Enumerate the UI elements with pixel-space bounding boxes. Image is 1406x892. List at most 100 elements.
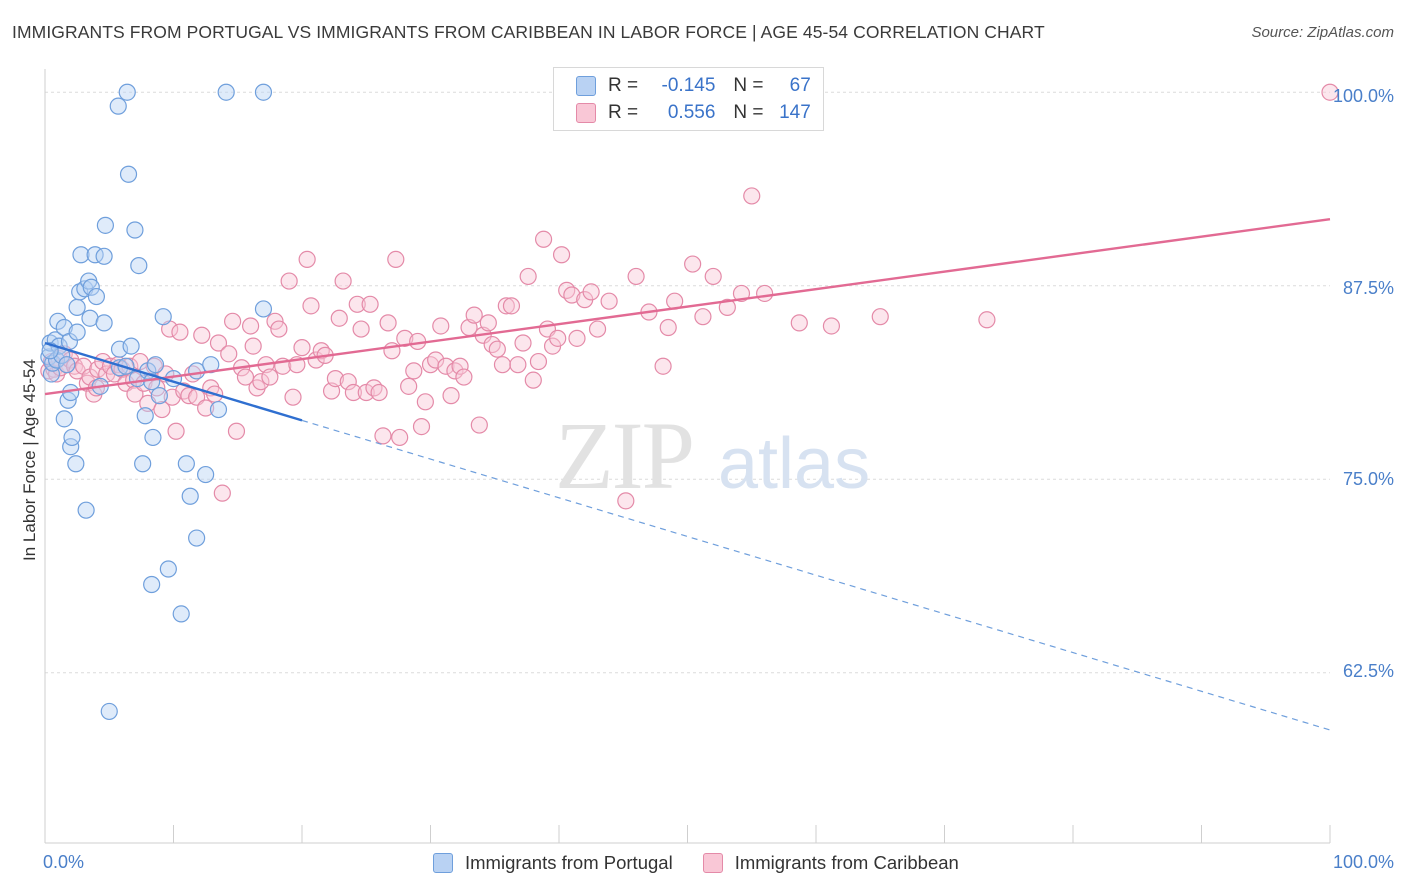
portugal-point — [118, 83, 136, 101]
r-label: R = — [608, 102, 639, 123]
caribbean-point — [978, 311, 996, 329]
caribbean-point — [654, 357, 672, 375]
caribbean-point — [252, 373, 270, 391]
caribbean-point — [416, 393, 434, 411]
caribbean-point — [326, 370, 345, 388]
caribbean-point — [348, 295, 366, 313]
caribbean-point — [330, 309, 348, 327]
caribbean-point — [427, 351, 445, 369]
x-tick-label: 100.0% — [1332, 852, 1394, 872]
y-tick-label: 75.0% — [1342, 469, 1394, 489]
caribbean-point — [684, 255, 702, 273]
caribbean-point — [790, 314, 808, 332]
x-tick-label: 0.0% — [43, 852, 85, 872]
legend-row-caribbean: R = 0.556 N = 147 — [576, 101, 811, 125]
portugal-point — [154, 308, 172, 326]
caribbean-point — [437, 357, 455, 375]
caribbean-point — [167, 422, 185, 440]
portugal-point — [150, 387, 168, 405]
caribbean-point — [280, 272, 298, 290]
legend-item-caribbean[interactable]: Immigrants from Caribbean — [702, 852, 959, 874]
portugal-point — [217, 83, 235, 101]
portugal-point — [130, 256, 148, 275]
caribbean-point — [465, 306, 483, 324]
legend-label: Immigrants from Caribbean — [734, 852, 959, 873]
correlation-legend: R = -0.145 N = 67 R = 0.556 N = 147 — [553, 67, 824, 131]
portugal-point — [172, 605, 190, 623]
portugal-point — [63, 428, 81, 447]
portugal-point — [47, 351, 66, 369]
caribbean-point — [387, 250, 405, 269]
r-value: -0.145 — [661, 75, 716, 96]
portugal-point — [82, 278, 100, 296]
caribbean-point — [552, 246, 571, 264]
gridlines — [45, 91, 1330, 674]
n-value: 67 — [789, 75, 811, 96]
caribbean-point — [497, 297, 515, 315]
portugal-point — [95, 314, 113, 332]
caribbean-point — [446, 362, 464, 380]
caribbean-point — [617, 492, 635, 510]
caribbean-point — [600, 292, 618, 310]
caribbean-point — [704, 267, 722, 286]
caribbean-point — [370, 383, 388, 402]
caribbean-point — [534, 230, 553, 248]
caribbean-point — [270, 320, 288, 338]
y-tick-label: 62.5% — [1342, 661, 1394, 681]
caribbean-point — [153, 400, 171, 419]
caribbean-point — [361, 295, 379, 313]
portugal-point — [49, 312, 67, 330]
caribbean-point — [529, 352, 548, 371]
portugal-point — [144, 428, 162, 447]
caribbean-point — [171, 323, 189, 341]
portugal-point — [109, 97, 127, 115]
caribbean-point — [396, 329, 414, 347]
caribbean-point — [432, 317, 450, 335]
caribbean-point — [442, 387, 460, 405]
legend-item-portugal[interactable]: Immigrants from Portugal — [433, 852, 673, 874]
caribbean-point — [588, 320, 607, 338]
caribbean-point — [344, 383, 362, 402]
caribbean-point — [488, 340, 506, 358]
y-axis-label: In Labor Force | Age 45-54 — [20, 359, 39, 561]
caribbean-point — [197, 399, 215, 417]
source-label: Source: ZipAtlas.com — [1251, 24, 1394, 41]
caribbean-point — [293, 339, 311, 357]
caribbean-point — [284, 388, 302, 406]
caribbean-point — [266, 312, 284, 330]
legend-label: Immigrants from Portugal — [465, 852, 673, 873]
caribbean-point — [1321, 83, 1339, 101]
caribbean-swatch — [702, 853, 723, 873]
caribbean-point — [822, 317, 841, 335]
caribbean-point — [582, 283, 600, 301]
portugal-point — [55, 410, 73, 428]
portugal-point — [122, 337, 140, 355]
caribbean-point — [302, 297, 320, 315]
axes — [44, 69, 1331, 844]
portugal-point — [188, 529, 206, 547]
caribbean-point — [470, 416, 488, 434]
caribbean-point — [568, 329, 586, 347]
portugal-point — [100, 702, 118, 721]
caribbean-point — [519, 267, 537, 286]
n-label: N = — [733, 102, 764, 123]
caribbean-point — [405, 362, 423, 380]
portugal-point — [87, 287, 106, 306]
portugal-points — [40, 83, 273, 721]
portugal-point — [146, 356, 165, 374]
caribbean-point — [493, 356, 512, 374]
caribbean-point — [627, 267, 645, 286]
caribbean-point — [479, 314, 497, 332]
caribbean-point — [563, 286, 581, 304]
portugal-swatch — [576, 76, 596, 96]
caribbean-point — [261, 368, 279, 386]
caribbean-point — [743, 187, 761, 205]
portugal-point — [68, 323, 86, 341]
portugal-point — [72, 246, 90, 264]
caribbean-point — [365, 379, 383, 397]
portugal-point — [254, 83, 273, 101]
n-value: 147 — [779, 102, 811, 123]
caribbean-trend-line — [44, 217, 1331, 396]
caribbean-swatch — [576, 103, 596, 123]
portugal-point — [181, 487, 199, 505]
